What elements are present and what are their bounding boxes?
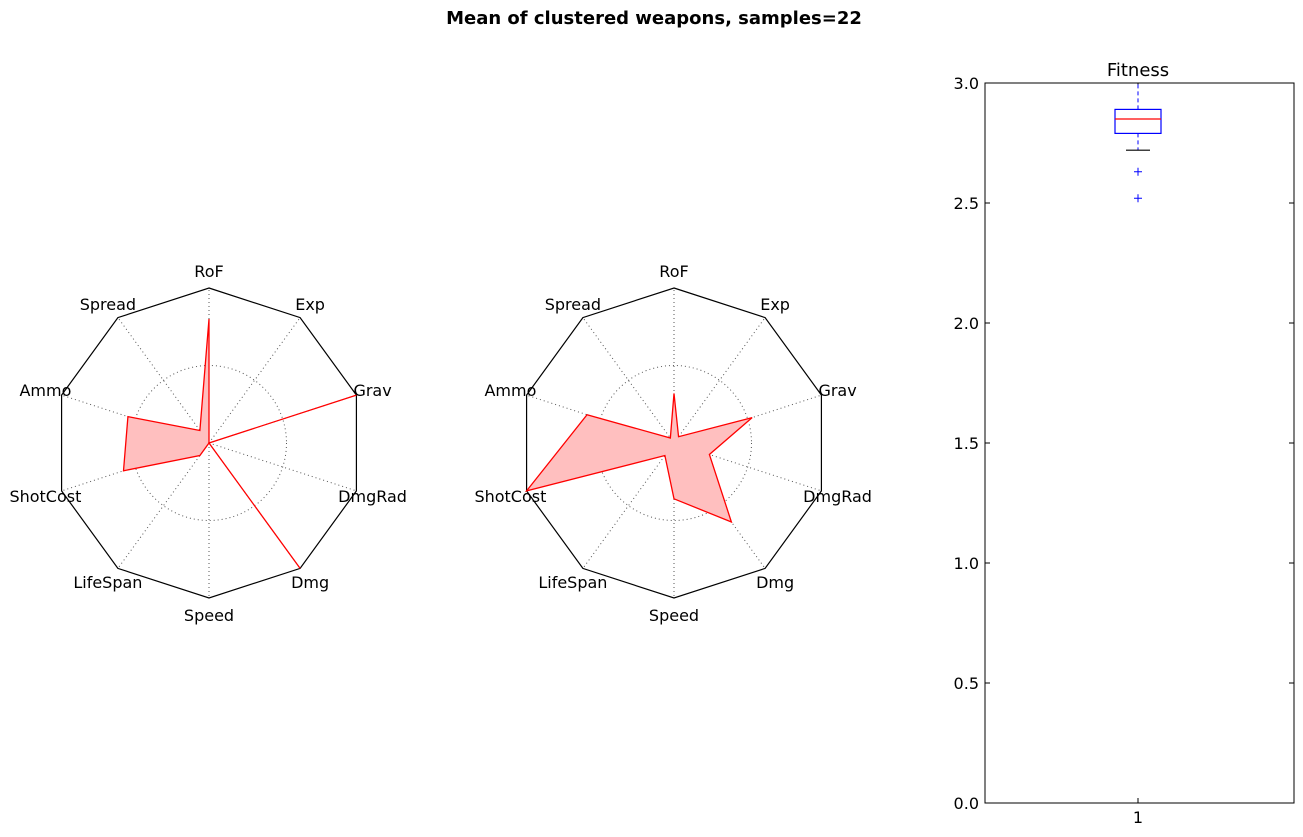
radar-axis-label: Ammo bbox=[19, 381, 71, 400]
boxplot-title: Fitness bbox=[1107, 60, 1169, 81]
flier-point bbox=[1134, 194, 1142, 203]
radar-axis-label: DmgRad bbox=[338, 487, 407, 506]
flier-point bbox=[1134, 167, 1142, 176]
radar-axis-label: RoF bbox=[659, 262, 688, 281]
radar-axis-label: DmgRad bbox=[803, 487, 872, 506]
radar-axis-label: Spread bbox=[545, 295, 601, 314]
box bbox=[1114, 108, 1162, 135]
y-tick-label: 1.5 bbox=[954, 434, 979, 453]
radar-series-line bbox=[524, 393, 753, 524]
radar-axis-label: Grav bbox=[818, 381, 856, 400]
radar-grid-circle bbox=[596, 365, 752, 521]
y-tick-label: 0.5 bbox=[954, 674, 979, 693]
radar-chart-1: RoF Exp Grav DmgRad Dmg Speed LifeSpan ShotCost… bbox=[9, 262, 407, 625]
radar-axis-label: Spread bbox=[80, 295, 136, 314]
fitness-boxplot: Fitness 0.0 0.5 1.0 1.5 2.0 2.5 3.0 1 bbox=[954, 60, 1295, 827]
radar-series-line bbox=[122, 318, 357, 569]
radar-frame bbox=[525, 287, 823, 599]
radar-axis-label: Ammo bbox=[484, 381, 536, 400]
radar-axis-label: ShotCost bbox=[474, 487, 546, 506]
y-axis: 0.0 0.5 1.0 1.5 2.0 2.5 3.0 bbox=[954, 74, 1294, 813]
radar-frame bbox=[60, 287, 358, 599]
y-tick-label: 0.0 bbox=[954, 794, 979, 813]
radar-axis-label: Speed bbox=[184, 606, 234, 625]
radar-axis-label: Grav bbox=[353, 381, 391, 400]
radar-axis-label: LifeSpan bbox=[73, 573, 142, 592]
x-tick-label: 1 bbox=[1133, 808, 1143, 827]
radar-axis-label: Exp bbox=[760, 295, 790, 314]
radar-chart-2: RoF Exp Grav DmgRad Dmg Speed LifeSpan ShotCost… bbox=[474, 262, 872, 625]
boxplot-frame bbox=[984, 82, 1295, 804]
radar-area bbox=[526, 393, 753, 523]
y-tick-label: 3.0 bbox=[954, 74, 979, 93]
box-marks bbox=[1114, 83, 1162, 203]
radar-spoke bbox=[208, 317, 301, 444]
radar-axis-label: Speed bbox=[649, 606, 699, 625]
figure-title: Mean of clustered weapons, samples=22 bbox=[446, 8, 862, 29]
radar-axis-label: ShotCost bbox=[9, 487, 81, 506]
radar-axis-label: RoF bbox=[194, 262, 223, 281]
y-tick-label: 2.5 bbox=[954, 194, 979, 213]
radar-spoke bbox=[673, 317, 766, 444]
radar-axis-label: Dmg bbox=[756, 573, 794, 592]
y-tick-label: 1.0 bbox=[954, 554, 979, 573]
radar-axis-label: LifeSpan bbox=[538, 573, 607, 592]
radar-axis-label: Dmg bbox=[291, 573, 329, 592]
radar-axis-label: Exp bbox=[295, 295, 325, 314]
radar-area bbox=[123, 319, 357, 569]
y-tick-label: 2.0 bbox=[954, 314, 979, 333]
